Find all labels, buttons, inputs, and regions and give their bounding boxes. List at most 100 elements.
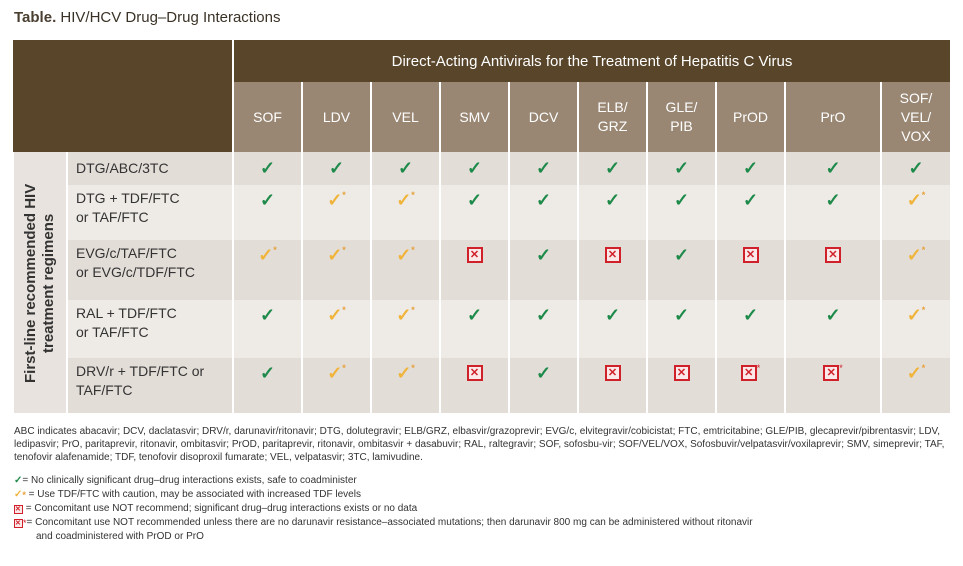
interaction-cell: ✕ <box>577 240 647 300</box>
interaction-cell: ✕ <box>715 240 785 300</box>
column-header: LDV <box>301 82 371 152</box>
interaction-cell: ✕ <box>577 358 647 413</box>
caution-check-icon: ✓* <box>396 363 415 383</box>
check-icon: ✓ <box>673 190 690 210</box>
interaction-cell: ✓ <box>577 185 647 240</box>
interaction-cell: ✓ <box>784 300 881 358</box>
interaction-cell: ✓ <box>646 152 716 185</box>
interaction-cell: ✓* <box>232 240 302 300</box>
interaction-cell: ✓ <box>715 300 785 358</box>
interaction-cell: ✓ <box>370 152 440 185</box>
interaction-cell: ✕ * <box>784 358 881 413</box>
interaction-cell: ✕ <box>784 240 881 300</box>
interaction-cell: ✓* <box>880 185 950 240</box>
caution-check-icon: ✓* <box>906 363 926 383</box>
not-recommended-star-icon: ✕ <box>740 365 757 381</box>
regimen-label: RAL + TDF/FTC or TAF/FTC <box>66 300 233 358</box>
check-icon: ✓ <box>825 305 841 325</box>
interaction-cell: ✓ <box>301 152 371 185</box>
interaction-cell: ✕ * <box>715 358 785 413</box>
interaction-cell: ✓* <box>880 358 950 413</box>
not-recommended-star-icon: ✕ <box>14 519 23 528</box>
caution-check-icon: ✓* <box>327 245 346 265</box>
page: Table. HIV/HCV Drug–Drug Interactions Di… <box>12 9 950 544</box>
interaction-cell: ✓ <box>508 358 578 413</box>
interaction-cell: ✓ <box>232 358 302 413</box>
check-icon: ✓ <box>742 305 759 325</box>
interaction-cell: ✓ <box>439 185 509 240</box>
caution-check-icon: ✓* <box>327 190 346 210</box>
check-icon: ✓ <box>328 158 345 178</box>
interaction-cell: ✓ <box>784 152 881 185</box>
interaction-cell: ✓* <box>370 185 440 240</box>
interaction-cell: ✓ <box>232 152 302 185</box>
table-row: DRV/r + TDF/FTC or TAF/FTC ✓ ✓* ✓* ✕ ✓ ✕ ✕ ✕ * ✕ * ✓… <box>13 358 950 413</box>
table-title: Table. HIV/HCV Drug–Drug Interactions <box>14 9 281 26</box>
interaction-cell: ✓ <box>439 152 509 185</box>
not-recommended-icon: ✕ <box>466 365 483 381</box>
interaction-cell: ✕ <box>439 240 509 300</box>
check-icon: ✓ <box>673 245 690 265</box>
abbreviations-note: ABC indicates abacavir; DCV, daclatasvir… <box>14 426 945 463</box>
corner-cell <box>13 40 233 152</box>
interaction-cell: ✕ <box>439 358 509 413</box>
interaction-cell: ✓* <box>301 240 371 300</box>
interaction-cell: ✓* <box>880 300 950 358</box>
interaction-cell: ✓ <box>646 185 716 240</box>
check-icon: ✓ <box>604 158 621 178</box>
interaction-table: Direct-Acting Antivirals for the Treatme… <box>12 40 950 413</box>
check-icon: ✓ <box>742 190 759 210</box>
interaction-cell: ✓ <box>577 300 647 358</box>
check-icon: ✓ <box>466 305 483 325</box>
table-row: EVG/c/TAF/FTC or EVG/c/TDF/FTC ✓* ✓* ✓* ✕ ✓ ✕ ✓… <box>13 240 950 300</box>
interaction-cell: ✓ <box>508 185 578 240</box>
legend-item: ✓= No clinically significant drug–drug i… <box>14 475 357 486</box>
check-icon: ✓ <box>604 190 621 210</box>
caution-check-icon: ✓* <box>906 190 926 210</box>
interaction-cell: ✓* <box>880 240 950 300</box>
caution-check-icon: ✓* <box>14 489 26 500</box>
row-group-label: First-line recommended HIV treatment reg… <box>12 152 67 413</box>
interaction-cell: ✓ <box>784 185 881 240</box>
check-icon: ✓ <box>535 245 552 265</box>
column-header: ELB/ GRZ <box>577 82 647 152</box>
interaction-cell: ✓* <box>301 185 371 240</box>
interaction-cell: ✓ <box>646 300 716 358</box>
caution-check-icon: ✓* <box>396 245 415 265</box>
legend-item: ✕ = Concomitant use NOT recommend; signi… <box>14 503 418 514</box>
table-row: RAL + TDF/FTC or TAF/FTC ✓ ✓* ✓* ✓ ✓ ✓ ✓ ✓ ✓ ✓* <box>13 300 950 358</box>
check-icon: ✓ <box>742 158 759 178</box>
check-icon: ✓ <box>466 158 483 178</box>
regimen-label: DRV/r + TDF/FTC or TAF/FTC <box>66 358 233 413</box>
not-recommended-icon: ✕ <box>825 247 841 263</box>
not-recommended-icon: ✕ <box>742 247 759 263</box>
interaction-cell: ✓* <box>370 358 440 413</box>
caution-check-icon: ✓* <box>327 305 346 325</box>
not-recommended-icon: ✕ <box>466 247 483 263</box>
column-header: SOF/ VEL/ VOX <box>880 82 950 152</box>
check-icon: ✓ <box>466 190 483 210</box>
check-icon: ✓ <box>535 158 552 178</box>
not-recommended-icon: ✕ <box>673 365 690 381</box>
column-header: GLE/ PIB <box>646 82 716 152</box>
interaction-cell: ✓* <box>370 240 440 300</box>
column-header: SOF <box>232 82 302 152</box>
legend: ✓= No clinically significant drug–drug i… <box>12 474 948 544</box>
check-icon: ✓ <box>259 363 276 383</box>
interaction-cell: ✓* <box>301 300 371 358</box>
interaction-cell: ✓ <box>715 185 785 240</box>
interaction-cell: ✓ <box>646 240 716 300</box>
check-icon: ✓ <box>535 190 552 210</box>
regimen-label: DTG/ABC/3TC <box>66 152 233 185</box>
column-header: PrO <box>784 82 881 152</box>
interaction-cell: ✓ <box>232 185 302 240</box>
check-icon: ✓ <box>535 363 552 383</box>
check-icon: ✓ <box>259 190 276 210</box>
interaction-cell: ✓ <box>508 152 578 185</box>
interaction-cell: ✓* <box>301 358 371 413</box>
interaction-cell: ✓* <box>370 300 440 358</box>
caution-check-icon: ✓* <box>258 245 277 265</box>
table-row: DTG + TDF/FTC or TAF/FTC ✓ ✓* ✓* ✓ ✓ ✓ ✓ ✓ ✓ ✓* <box>13 185 950 240</box>
caution-check-icon: ✓* <box>906 245 926 265</box>
column-header: PrOD <box>715 82 785 152</box>
